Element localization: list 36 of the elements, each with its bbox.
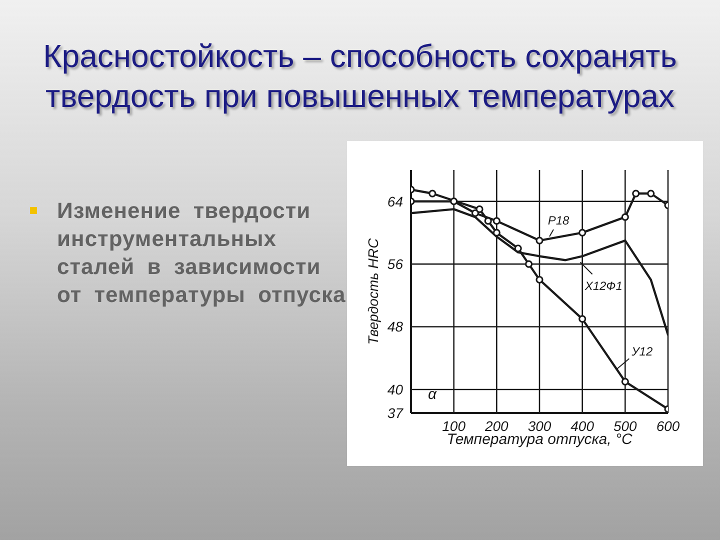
- point: [450, 198, 458, 206]
- point: [484, 217, 492, 225]
- point: [536, 236, 544, 244]
- point: [428, 190, 436, 198]
- point: [621, 213, 629, 221]
- x-tick-label: 400: [570, 418, 594, 434]
- legend-label: Х12Ф1: [584, 279, 622, 294]
- chart-title: Красностойкость – способность сохранять твердость при повышенных температурах: [42, 37, 678, 116]
- annotation: α: [428, 386, 437, 403]
- x-tick-label: 200: [484, 418, 509, 434]
- point: [492, 228, 500, 237]
- point: [476, 205, 484, 213]
- y-tick-label: 48: [387, 318, 404, 335]
- point: [514, 244, 522, 252]
- y-tick-label: 40: [387, 381, 404, 398]
- point: [471, 209, 480, 217]
- point: [632, 190, 640, 198]
- point: [578, 315, 586, 323]
- series-label: Р18: [548, 214, 570, 228]
- x-axis-title: Температура отпуска, °C: [446, 431, 632, 448]
- point: [492, 217, 500, 225]
- x-tick-label: 500: [613, 418, 638, 434]
- text: Изменение твердости инструментальных сталей в зависимости от температуры отпуска: [57, 197, 347, 309]
- x-tick-label: 300: [528, 418, 552, 434]
- y-tick-label: 56: [387, 256, 404, 272]
- point: [578, 228, 586, 237]
- point: [647, 190, 655, 198]
- x-tick-label: 600: [656, 418, 680, 434]
- y-tick-label: 37: [387, 404, 404, 421]
- x-tick-label: 100: [442, 418, 466, 434]
- y-tick-label: 64: [387, 193, 404, 210]
- point: [524, 260, 533, 268]
- series-label: У12: [630, 344, 653, 359]
- point: [536, 276, 544, 284]
- point: [621, 378, 629, 386]
- y-axis-title: Твердость HRC: [365, 237, 381, 345]
